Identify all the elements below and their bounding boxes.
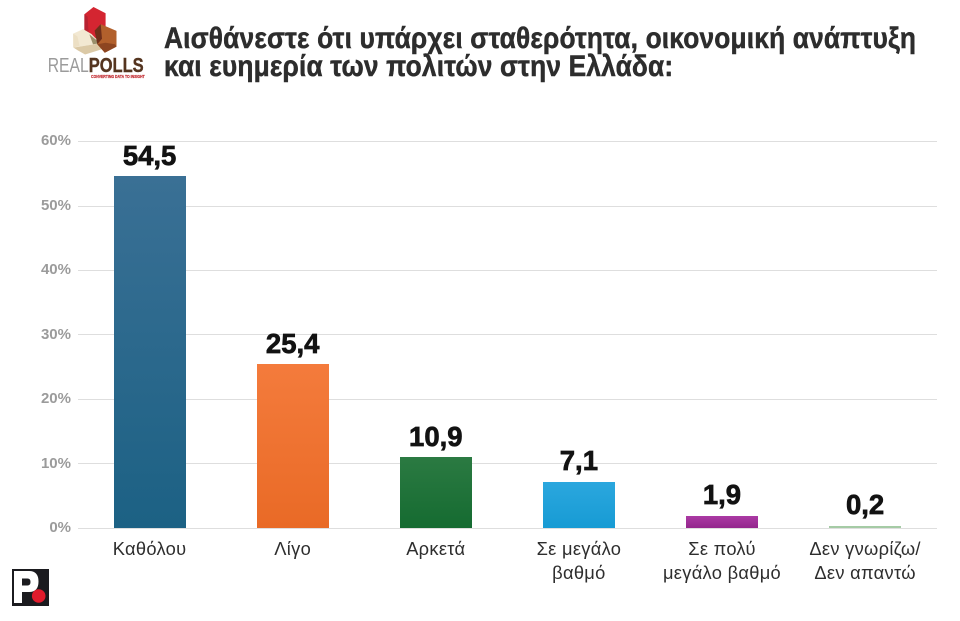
svg-text:CONVERTING DATA TO INSIGHT: CONVERTING DATA TO INSIGHT [91, 74, 145, 79]
svg-text:POLLS: POLLS [89, 54, 144, 77]
svg-text:REAL: REAL [48, 54, 89, 77]
